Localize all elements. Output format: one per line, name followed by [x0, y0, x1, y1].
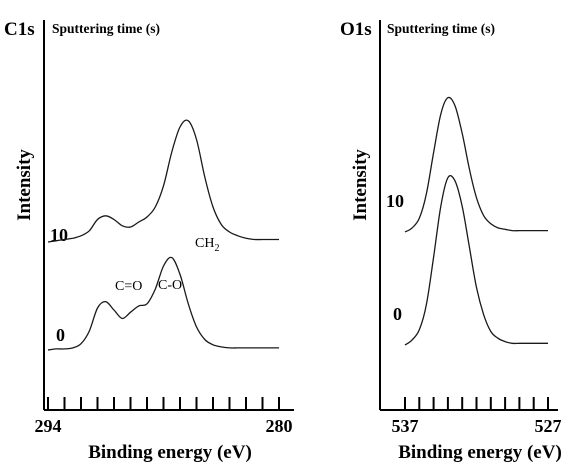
o1s-x-axis-label: Binding energy (eV)	[398, 442, 562, 463]
c1s-annotation-ch2: CH2	[195, 236, 219, 254]
c1s-annotation-ch2-main: CH	[195, 236, 214, 251]
o1s-tick-label-537: 537	[392, 416, 419, 436]
c1s-tick-label-280: 280	[266, 416, 293, 436]
c1s-curve-0s	[47, 256, 279, 351]
c1s-tick-label-294: 294	[35, 416, 62, 436]
c1s-panel-label: C1s	[4, 19, 35, 40]
o1s-y-axis-label: Intensity	[350, 149, 371, 221]
o1s-curve-10s	[404, 96, 548, 233]
c1s-sputtering-title: Sputtering time (s)	[52, 21, 160, 36]
o1s-series-label-0: 0	[393, 304, 402, 324]
c1s-x-axis-label: Binding energy (eV)	[88, 442, 252, 463]
c1s-curve-10s	[47, 119, 279, 243]
c1s-y-axis-label: Intensity	[14, 149, 35, 221]
c1s-annotation-c-o: C-O	[158, 278, 182, 293]
o1s-ticks	[404, 397, 549, 410]
c1s-annotation-c-double-o: C=O	[115, 279, 142, 294]
c1s-series-label-0: 0	[56, 325, 65, 345]
o1s-panel: O1s Sputtering time (s) Intensity Bindin…	[340, 19, 562, 463]
o1s-tick-label-527: 527	[535, 416, 562, 436]
c1s-annotation-ch2-sub: 2	[214, 243, 219, 254]
o1s-series-label-10: 10	[386, 191, 404, 211]
c1s-panel: C1s Sputtering time (s) Intensity Bindin…	[4, 19, 294, 463]
o1s-curve-0s	[404, 175, 548, 346]
o1s-panel-label: O1s	[340, 19, 372, 40]
o1s-sputtering-title: Sputtering time (s)	[387, 21, 495, 36]
c1s-ticks	[47, 397, 280, 410]
c1s-series-label-10: 10	[50, 225, 68, 245]
